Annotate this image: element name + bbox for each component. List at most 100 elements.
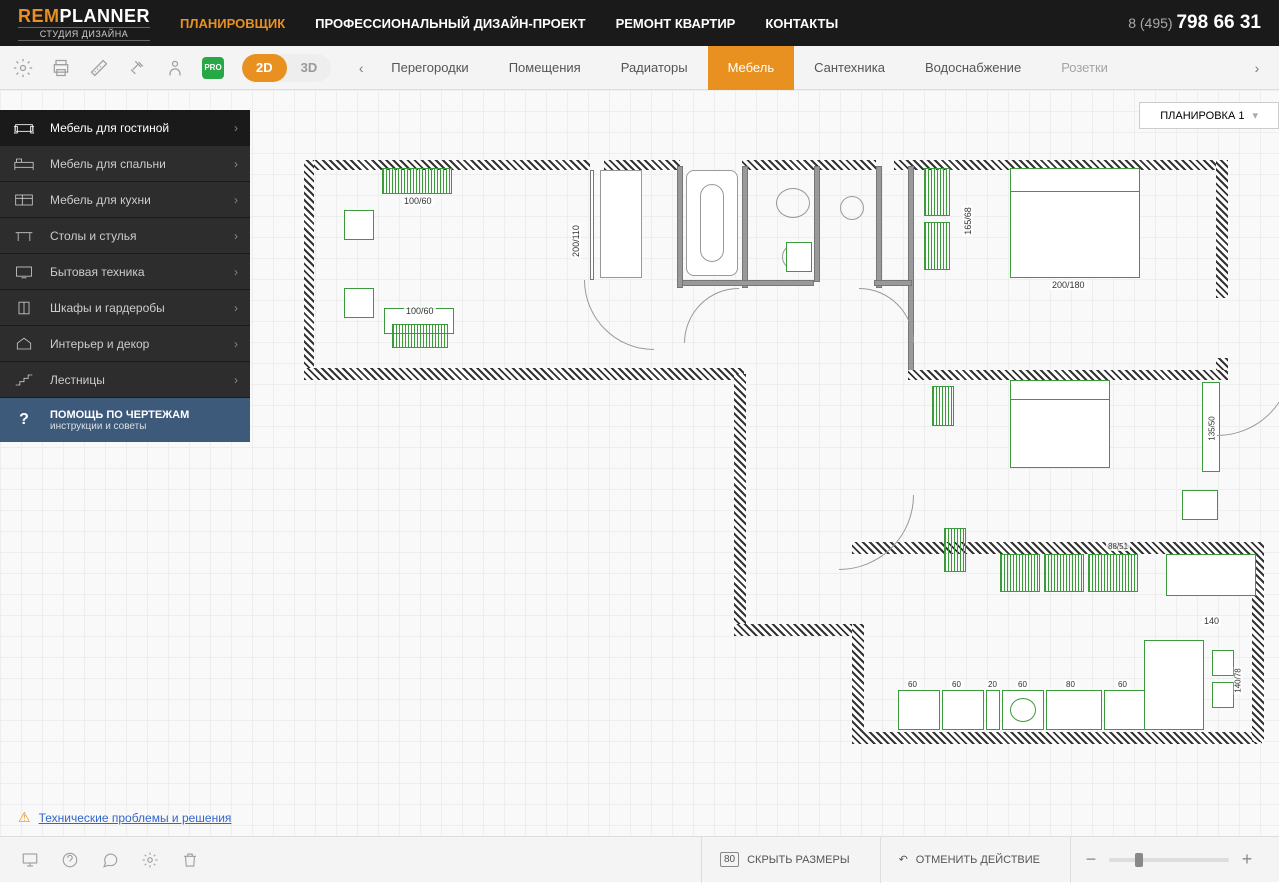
dining-table[interactable] — [1144, 640, 1204, 730]
tab-rooms[interactable]: Помещения — [489, 46, 601, 90]
chevron-right-icon: › — [234, 229, 238, 243]
tabs-next-icon[interactable]: › — [1247, 60, 1267, 76]
logo[interactable]: REMPLANNER СТУДИЯ ДИЗАЙНА — [18, 6, 150, 41]
furniture-chair[interactable] — [1212, 682, 1234, 708]
chevron-right-icon: › — [234, 157, 238, 171]
sidebar-item-bedroom[interactable]: Мебель для спальни › — [0, 146, 250, 182]
kitchen-icon — [12, 190, 36, 210]
warning-icon: ⚠ — [18, 809, 31, 826]
screen-icon[interactable] — [12, 842, 48, 878]
tab-sockets[interactable]: Розетки — [1041, 46, 1128, 90]
furniture-cabinet[interactable] — [1088, 554, 1138, 592]
ruler-icon[interactable] — [88, 57, 110, 79]
zoom-control: − + — [1070, 837, 1267, 883]
furniture-chair[interactable] — [1212, 650, 1234, 676]
zoom-out-button[interactable]: − — [1083, 849, 1099, 870]
view-3d-button[interactable]: 3D — [287, 54, 332, 82]
footer-icons — [12, 842, 208, 878]
table-icon — [12, 226, 36, 246]
view-2d-button[interactable]: 2D — [242, 54, 287, 82]
tabs-container: ‹ Перегородки Помещения Радиаторы Мебель… — [351, 46, 1267, 90]
tabs-prev-icon[interactable]: ‹ — [351, 60, 371, 76]
sink[interactable] — [840, 196, 864, 220]
print-icon[interactable] — [50, 57, 72, 79]
furniture-wardrobe[interactable] — [932, 386, 954, 426]
furniture-wardrobe[interactable] — [392, 324, 448, 348]
chat-icon[interactable] — [92, 842, 128, 878]
sidebar-item-decor[interactable]: Интерьер и декор › — [0, 326, 250, 362]
zoom-in-button[interactable]: + — [1239, 849, 1255, 870]
worker-icon[interactable] — [164, 57, 186, 79]
sidebar-item-kitchen[interactable]: Мебель для кухни › — [0, 182, 250, 218]
phone-number[interactable]: 8 (495) 798 66 31 — [1128, 12, 1261, 34]
plan-selector[interactable]: ПЛАНИРОВКА 1 ▾ — [1139, 102, 1279, 129]
header: REMPLANNER СТУДИЯ ДИЗАЙНА ПЛАНИРОВЩИК ПР… — [0, 0, 1279, 46]
tab-radiators[interactable]: Радиаторы — [601, 46, 708, 90]
nav-design[interactable]: ПРОФЕССИОНАЛЬНЫЙ ДИЗАЙН-ПРОЕКТ — [315, 16, 585, 31]
hide-dimensions-button[interactable]: 80 СКРЫТЬ РАЗМЕРЫ — [701, 837, 868, 883]
main-nav: ПЛАНИРОВЩИК ПРОФЕССИОНАЛЬНЫЙ ДИЗАЙН-ПРОЕ… — [180, 16, 1128, 31]
sidebar-item-appliances[interactable]: Бытовая техника › — [0, 254, 250, 290]
chevron-right-icon: › — [234, 301, 238, 315]
floorplan[interactable]: 100/60 100/60 200/110 200/180 165/68 135… — [304, 160, 1264, 760]
logo-subtitle: СТУДИЯ ДИЗАЙНА — [18, 27, 150, 41]
help-icon[interactable] — [52, 842, 88, 878]
wardrobe-icon — [12, 298, 36, 318]
trash-icon[interactable] — [172, 842, 208, 878]
view-toggle: 2D 3D — [242, 54, 331, 82]
chevron-right-icon: › — [234, 265, 238, 279]
chevron-down-icon: ▾ — [1252, 109, 1258, 122]
furniture-wardrobe[interactable] — [382, 168, 452, 194]
chevron-right-icon: › — [234, 193, 238, 207]
toolbar: PRO 2D 3D ‹ Перегородки Помещения Радиат… — [0, 46, 1279, 90]
furniture-chair[interactable] — [1182, 490, 1218, 520]
kitchen-unit[interactable] — [986, 690, 1000, 730]
undo-button[interactable]: ↶ ОТМЕНИТЬ ДЕЙСТВИЕ — [880, 837, 1058, 883]
question-icon: ? — [12, 408, 36, 432]
logo-planner: PLANNER — [60, 6, 151, 26]
sidebar-item-tables[interactable]: Столы и стулья › — [0, 218, 250, 254]
sidebar-item-wardrobes[interactable]: Шкафы и гардеробы › — [0, 290, 250, 326]
tab-partitions[interactable]: Перегородки — [371, 46, 488, 90]
dims-icon: 80 — [720, 852, 739, 867]
toilet[interactable] — [776, 188, 810, 218]
pro-badge[interactable]: PRO — [202, 57, 224, 79]
nav-contacts[interactable]: КОНТАКТЫ — [765, 16, 838, 31]
footer-actions: 80 СКРЫТЬ РАЗМЕРЫ ↶ ОТМЕНИТЬ ДЕЙСТВИЕ − … — [701, 837, 1267, 883]
furniture-wardrobe[interactable] — [944, 528, 966, 572]
sidebar-help[interactable]: ? ПОМОЩЬ ПО ЧЕРТЕЖАМ инструкции и советы — [0, 398, 250, 442]
home-icon — [12, 334, 36, 354]
chevron-right-icon: › — [234, 337, 238, 351]
stairs-icon — [12, 370, 36, 390]
tab-plumbing[interactable]: Сантехника — [794, 46, 905, 90]
nav-planner[interactable]: ПЛАНИРОВЩИК — [180, 16, 285, 31]
bed-icon — [12, 154, 36, 174]
settings-icon[interactable] — [12, 57, 34, 79]
tab-water[interactable]: Водоснабжение — [905, 46, 1041, 90]
issues-link[interactable]: ⚠ Технические проблемы и решения — [18, 809, 231, 826]
furniture-cabinet[interactable] — [1000, 554, 1040, 592]
furniture-wardrobe[interactable] — [924, 168, 950, 216]
furniture-wardrobe[interactable] — [924, 222, 950, 270]
kitchen-stove[interactable] — [1046, 690, 1102, 730]
furniture-chair[interactable] — [344, 210, 374, 240]
zoom-slider[interactable] — [1109, 858, 1229, 862]
room-shower[interactable] — [600, 170, 642, 278]
kitchen-unit[interactable] — [1104, 690, 1146, 730]
nav-renovation[interactable]: РЕМОНТ КВАРТИР — [616, 16, 736, 31]
kitchen-unit[interactable] — [942, 690, 984, 730]
sidebar-item-stairs[interactable]: Лестницы › — [0, 362, 250, 398]
tools-icon[interactable] — [126, 57, 148, 79]
furniture-sofa[interactable] — [1166, 554, 1256, 596]
sidebar-item-living[interactable]: Мебель для гостиной › — [0, 110, 250, 146]
washing-machine[interactable] — [786, 242, 812, 272]
logo-rem: REM — [18, 6, 60, 26]
furniture-chair[interactable] — [344, 288, 374, 318]
footer: 80 СКРЫТЬ РАЗМЕРЫ ↶ ОТМЕНИТЬ ДЕЙСТВИЕ − … — [0, 836, 1279, 882]
kitchen-unit[interactable] — [898, 690, 940, 730]
chevron-right-icon: › — [234, 121, 238, 135]
sidebar: Мебель для гостиной › Мебель для спальни… — [0, 110, 250, 442]
tab-furniture[interactable]: Мебель — [708, 46, 795, 90]
furniture-cabinet[interactable] — [1044, 554, 1084, 592]
gear-icon[interactable] — [132, 842, 168, 878]
